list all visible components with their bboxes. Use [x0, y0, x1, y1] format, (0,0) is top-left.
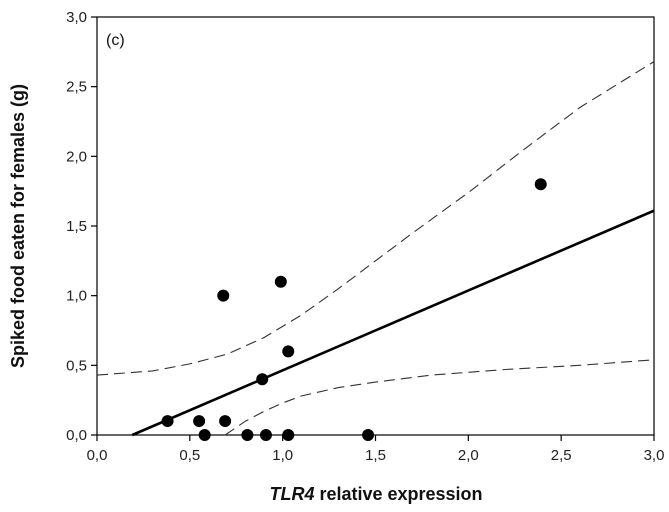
upper-confidence-curve: [96, 61, 655, 376]
data-point: [241, 429, 254, 441]
data-point: [362, 429, 375, 441]
data-point: [161, 415, 174, 428]
y-tick-label: 0,0: [66, 427, 87, 444]
plot-curves: [96, 61, 655, 437]
x-axis-label-gene: TLR4: [269, 484, 314, 504]
y-tick-label: 1,0: [66, 288, 87, 305]
x-tick-label: 2,0: [458, 447, 479, 464]
y-axis-label: Spiked food eaten for females (g): [8, 84, 28, 368]
data-point: [282, 429, 295, 441]
data-point: [274, 275, 287, 288]
x-axis-label: TLR4 relative expression: [269, 484, 482, 504]
data-point: [198, 429, 211, 441]
data-point: [256, 373, 269, 386]
regression-line: [131, 209, 655, 437]
y-tick-label: 0,5: [66, 357, 87, 374]
x-tick-label: 0,0: [87, 447, 108, 464]
x-tick-label: 1,5: [365, 447, 386, 464]
x-tick-label: 0,5: [179, 447, 200, 464]
plot-border: [96, 16, 655, 436]
x-tick-label: 1,0: [272, 447, 293, 464]
y-tick-label: 2,5: [66, 79, 87, 96]
plot-frame: [96, 16, 655, 436]
data-point: [217, 289, 230, 302]
x-axis-label-text: relative expression: [314, 484, 482, 504]
y-tick-label: 3,0: [66, 9, 87, 26]
y-tick-label: 2,0: [66, 148, 87, 165]
data-point: [219, 415, 232, 428]
lower-confidence-curve: [224, 359, 655, 436]
data-point: [534, 178, 547, 191]
y-tick-label: 1,5: [66, 218, 87, 235]
axis-ticks: 0,0 0,5 1,0 1,5 2,0 2,5 3,0 0,0 0,5 1,0 1,5 2,0 2,5 3…: [66, 9, 664, 464]
data-point: [193, 415, 206, 428]
plot-points: [161, 178, 547, 441]
panel-label: (c): [106, 32, 125, 49]
x-tick-label: 2,5: [551, 447, 572, 464]
data-point: [259, 429, 272, 441]
data-point: [282, 345, 295, 358]
x-tick-label: 3,0: [644, 447, 665, 464]
